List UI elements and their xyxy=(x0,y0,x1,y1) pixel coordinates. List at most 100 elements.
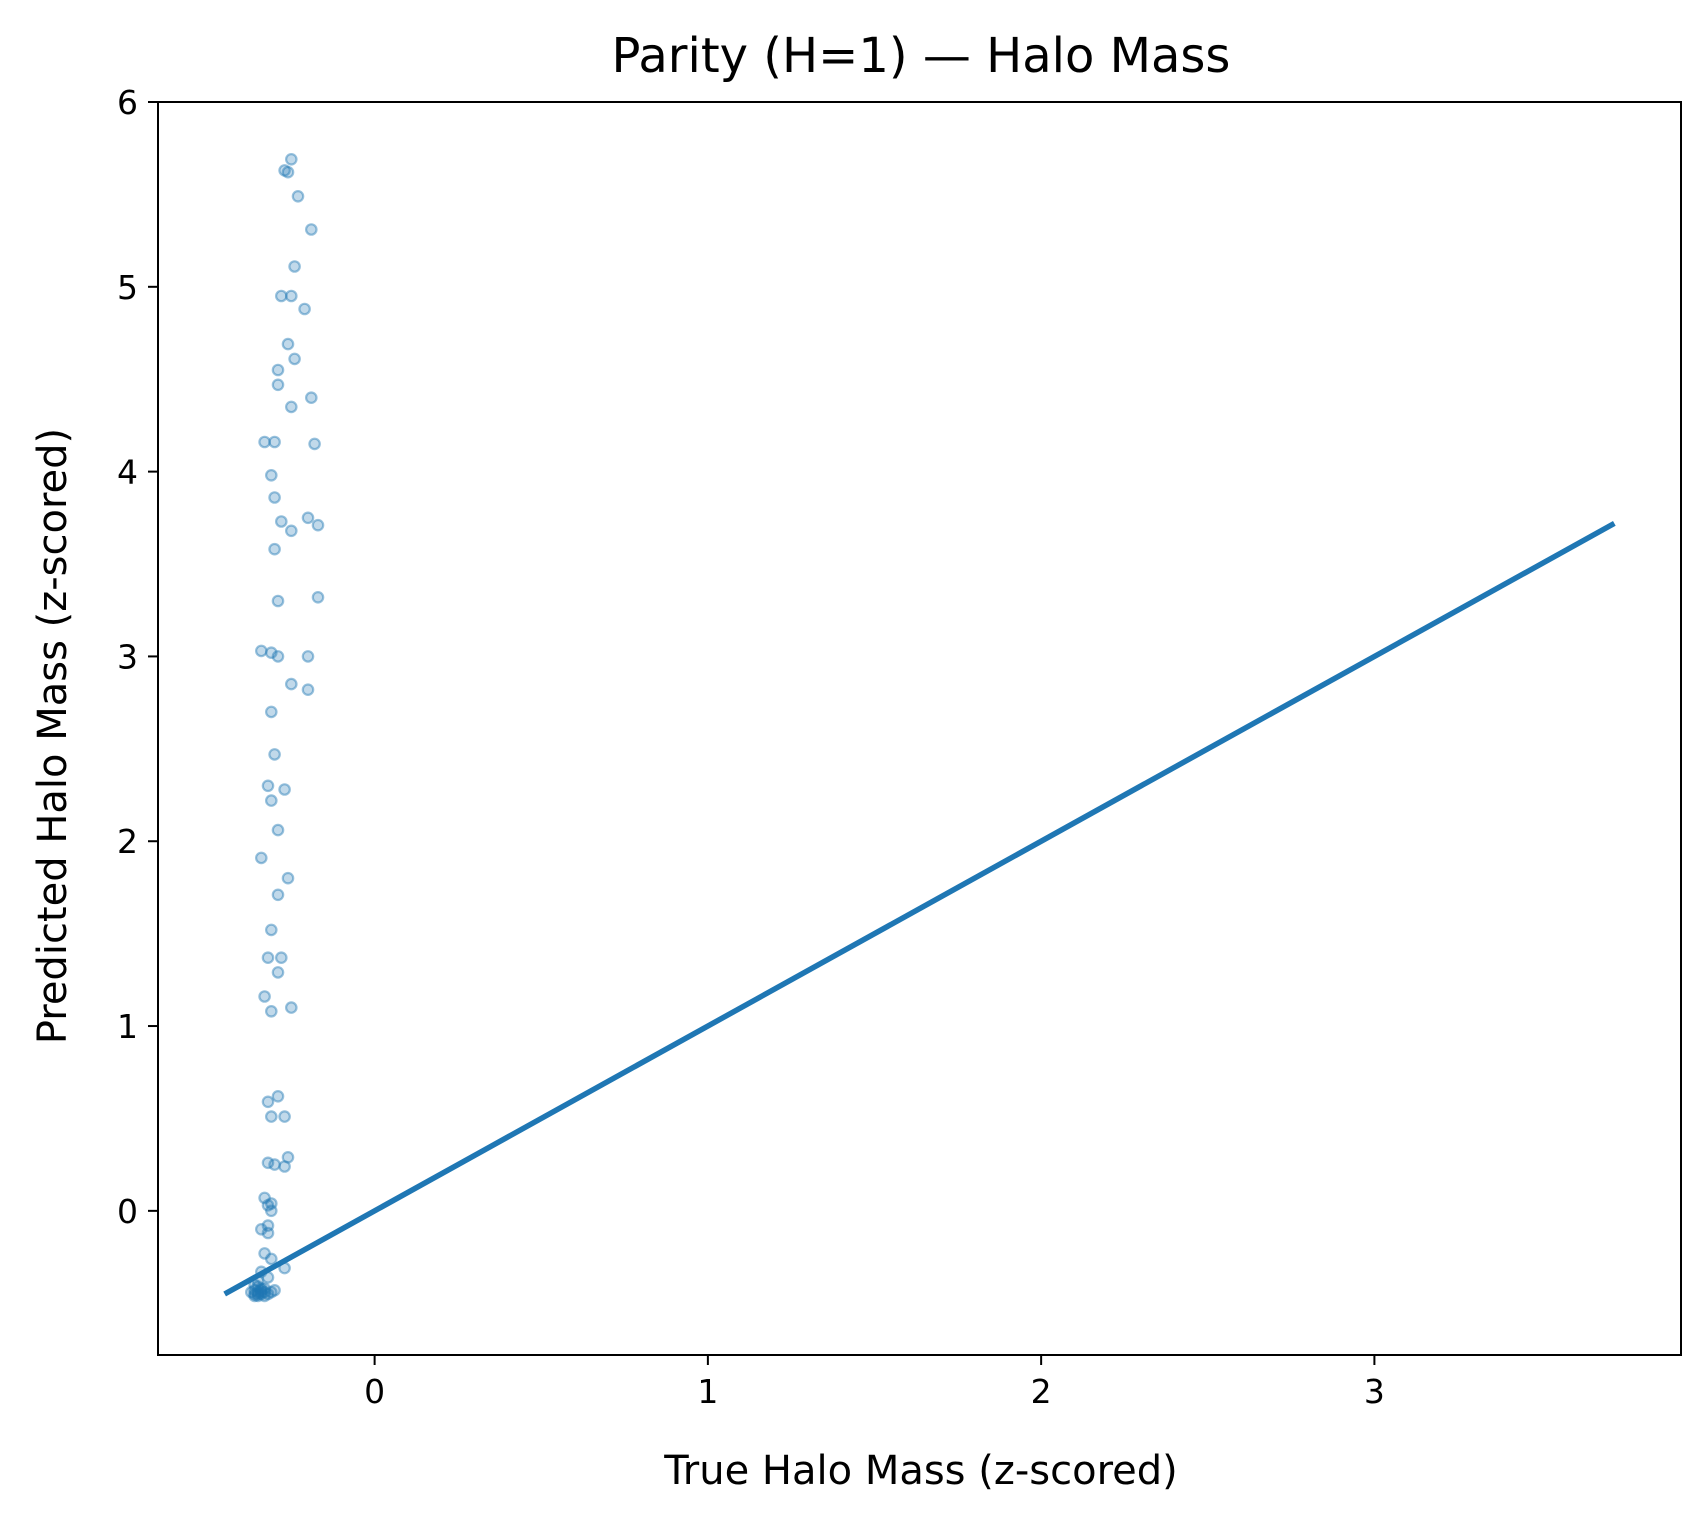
x-tick-label: 2 xyxy=(1031,1372,1052,1411)
scatter-point xyxy=(261,1219,275,1232)
scatter-point xyxy=(251,1289,265,1303)
scatter-point xyxy=(258,990,271,1003)
scatter-point xyxy=(261,1156,275,1170)
scatter-point xyxy=(258,1247,271,1260)
scatter-point xyxy=(311,590,325,604)
scatter-point xyxy=(271,888,285,902)
scatter-point xyxy=(251,1280,265,1293)
scatter-point xyxy=(268,1158,281,1171)
x-axis: 0 1 2 3 xyxy=(364,1355,1385,1411)
scatter-point xyxy=(261,951,275,964)
scatter-point xyxy=(301,650,315,663)
scatter-point xyxy=(264,1004,278,1018)
scatter-point xyxy=(278,164,291,177)
scatter-point xyxy=(248,1284,261,1297)
scatter-point xyxy=(254,851,268,865)
scatter-points xyxy=(245,153,325,1303)
scatter-point xyxy=(264,646,278,659)
scatter-point xyxy=(264,468,278,482)
scatter-point xyxy=(261,1199,275,1212)
scatter-point xyxy=(281,1151,295,1164)
scatter-point xyxy=(245,1285,258,1299)
scatter-point xyxy=(264,923,278,937)
scatter-point xyxy=(301,683,315,696)
x-tick-label: 3 xyxy=(1364,1372,1385,1411)
scatter-point xyxy=(251,1287,265,1301)
scatter-point xyxy=(284,153,298,166)
plot-area xyxy=(157,101,1682,1356)
scatter-point xyxy=(281,871,295,885)
y-tick-label: 5 xyxy=(117,268,138,307)
x-axis-label: True Halo Mass (z-scored) xyxy=(663,1448,1178,1494)
scatter-point xyxy=(254,644,268,658)
x-tick-label: 0 xyxy=(364,1372,385,1411)
scatter-point xyxy=(268,542,281,556)
scatter-point xyxy=(281,165,295,179)
scatter-point xyxy=(261,1226,275,1240)
scatter-point xyxy=(258,1289,271,1303)
scatter-point xyxy=(251,1285,265,1299)
scatter-point xyxy=(291,190,305,203)
scatter-point xyxy=(284,524,298,538)
scatter-point xyxy=(261,1095,275,1109)
scatter-point xyxy=(271,594,285,608)
scatter-point xyxy=(258,435,271,449)
scatter-point xyxy=(268,748,281,761)
y-tick-label: 2 xyxy=(117,822,138,861)
scatter-point xyxy=(264,1197,278,1210)
scatter-point xyxy=(304,223,318,236)
scatter-point xyxy=(271,650,285,663)
y-tick-label: 1 xyxy=(117,1007,138,1046)
scatter-point xyxy=(298,302,311,316)
identity-line xyxy=(223,520,1616,1297)
y-tick-label: 6 xyxy=(117,83,138,122)
scatter-point xyxy=(254,1285,268,1299)
scatter-point xyxy=(271,1090,285,1103)
scatter-point xyxy=(274,951,288,964)
scatter-point xyxy=(254,1282,268,1295)
scatter-point xyxy=(268,491,281,504)
x-tick-label: 1 xyxy=(697,1372,718,1411)
scatter-point xyxy=(264,705,278,719)
scatter-point xyxy=(264,1285,278,1299)
scatter-point xyxy=(308,437,321,451)
scatter-point xyxy=(261,1287,275,1301)
scatter-point xyxy=(271,378,285,392)
scatter-point xyxy=(254,1287,268,1301)
scatter-point xyxy=(278,1110,291,1123)
scatter-point xyxy=(301,511,315,525)
scatter-point xyxy=(284,1001,298,1014)
scatter-point xyxy=(254,1223,268,1236)
scatter-point xyxy=(258,1282,271,1295)
scatter-point xyxy=(274,289,288,303)
scatter-point xyxy=(288,352,301,366)
scatter-point xyxy=(268,435,281,449)
scatter-point xyxy=(254,1284,268,1297)
chart-title: Parity (H=1) — Halo Mass xyxy=(612,28,1231,84)
plot-frame xyxy=(157,101,1682,1356)
scatter-point xyxy=(248,1287,261,1301)
scatter-point xyxy=(264,1252,278,1266)
scatter-point xyxy=(284,289,298,303)
scatter-point xyxy=(261,779,275,793)
y-tick-label: 0 xyxy=(117,1192,138,1231)
scatter-point xyxy=(288,260,301,273)
y-tick-label: 4 xyxy=(117,453,138,492)
scatter-point xyxy=(284,400,298,414)
scatter-point xyxy=(278,1160,291,1173)
scatter-point xyxy=(258,1191,271,1205)
scatter-point xyxy=(304,391,318,404)
scatter-point xyxy=(281,337,295,351)
scatter-point xyxy=(264,1110,278,1123)
scatter-point xyxy=(271,363,285,377)
scatter-point xyxy=(274,515,288,528)
scatter-point xyxy=(264,794,278,807)
y-tick-label: 3 xyxy=(117,637,138,676)
y-axis: 0 1 2 3 4 5 6 xyxy=(117,83,158,1231)
y-axis-label: Predicted Halo Mass (z-scored) xyxy=(30,428,76,1044)
scatter-point xyxy=(248,1289,261,1303)
scatter-point xyxy=(258,1285,271,1299)
scatter-point xyxy=(271,823,285,837)
scatter-point xyxy=(264,1204,278,1218)
